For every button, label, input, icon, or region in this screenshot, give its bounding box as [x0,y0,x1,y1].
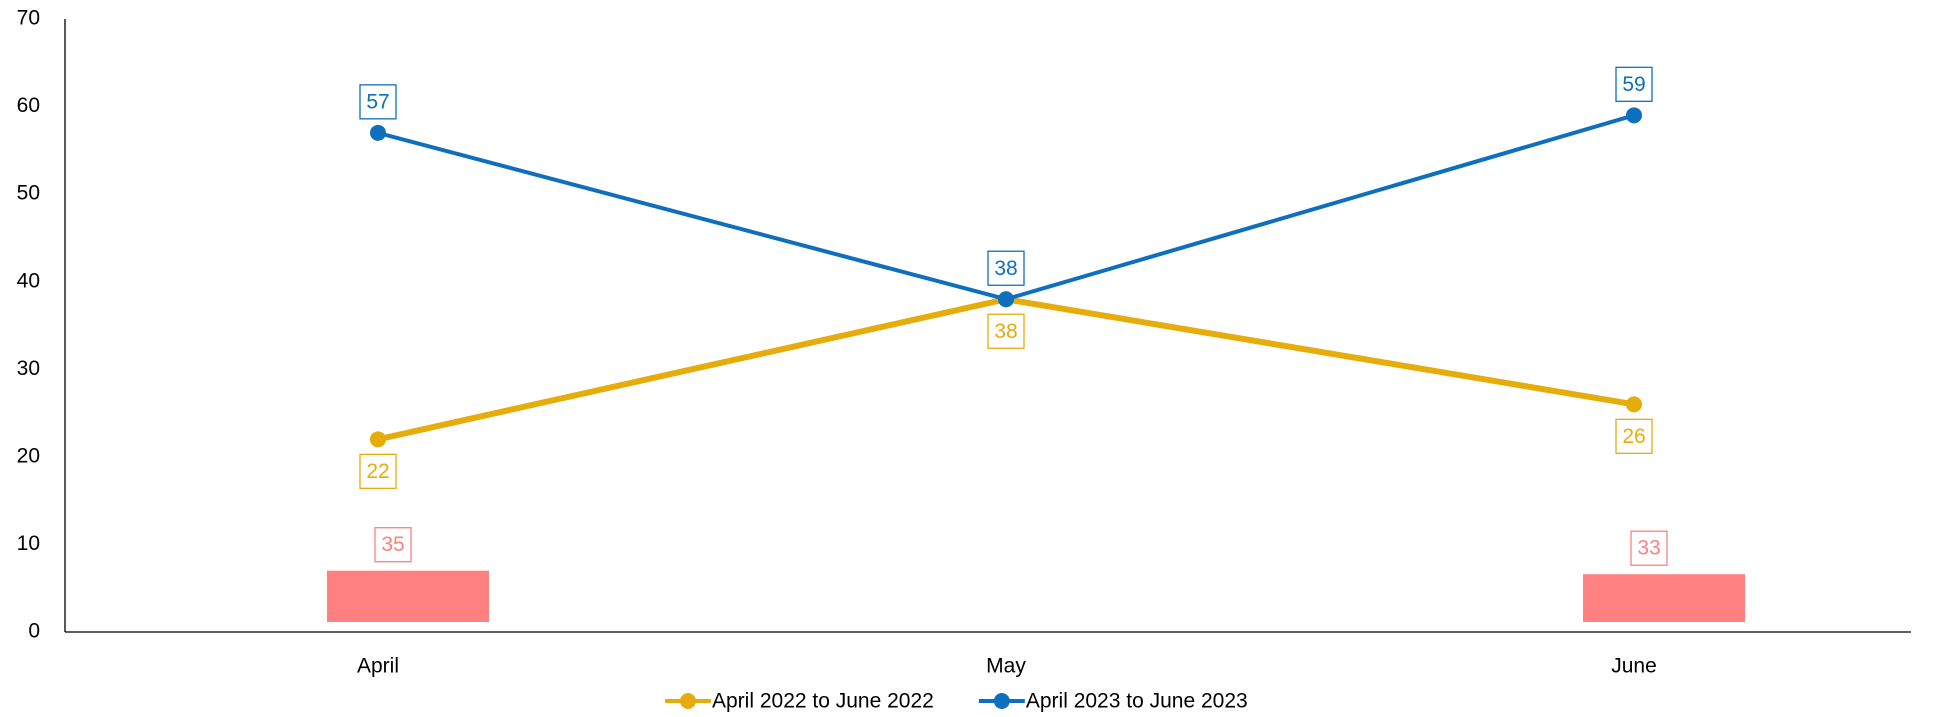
data-point [1626,396,1642,413]
bar [327,570,489,622]
data-label: 26 [1615,418,1653,454]
legend-item: April 2022 to June 2022 [665,690,934,713]
data-label-box [374,527,412,563]
data-label-text: 38 [994,257,1017,280]
data-point [998,291,1014,308]
data-label: 57 [359,84,397,120]
data-label: 38 [987,250,1025,286]
data-label-text: 35 [381,533,404,556]
data-label-text: 22 [366,460,389,483]
legend-marker [680,693,696,709]
x-tick-label: May [986,655,1026,678]
data-label-box [1615,418,1653,454]
y-tick-label: 20 [17,444,40,467]
data-label-text: 26 [1622,425,1645,448]
y-tick-label: 60 [17,94,40,117]
data-label-box [359,453,397,489]
y-tick-label: 70 [17,7,40,30]
x-tick-label: April [357,655,399,678]
data-point [1626,107,1642,124]
data-label: 33 [1630,530,1668,566]
y-tick-label: 10 [17,532,40,555]
data-label-box [1630,530,1668,566]
y-tick-label: 40 [17,269,40,292]
data-point [370,124,386,141]
data-point [370,431,386,448]
data-label-box [1615,66,1653,102]
legend-marker [993,693,1010,709]
data-label: 22 [359,453,397,489]
data-label-box [359,84,397,120]
data-label: 59 [1615,66,1653,102]
legend-item: April 2023 to June 2023 [978,690,1248,713]
data-label-text: 38 [994,320,1017,343]
data-label-text: 59 [1622,73,1645,96]
data-label-box [987,250,1025,286]
data-label-text: 33 [1637,537,1660,560]
y-tick-label: 50 [17,182,40,205]
legend-label: April 2023 to June 2023 [1026,690,1248,713]
data-label-text: 57 [366,90,389,113]
bar [1583,574,1745,622]
x-tick-label: June [1611,655,1657,678]
y-tick-label: 30 [17,357,40,380]
data-label: 35 [374,527,412,563]
legend-label: April 2022 to June 2022 [712,690,934,713]
y-tick-label: 0 [28,620,40,643]
data-label-box [987,313,1025,349]
data-label: 38 [987,313,1025,349]
